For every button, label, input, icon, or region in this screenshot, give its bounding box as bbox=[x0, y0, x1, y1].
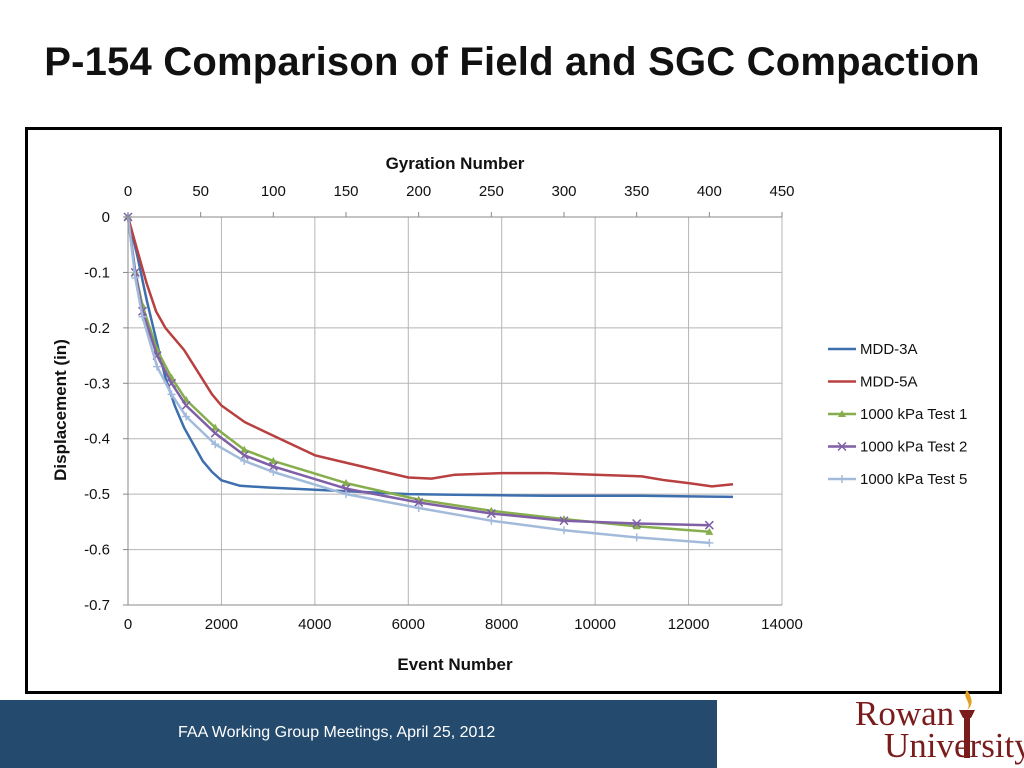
series-marker bbox=[559, 516, 569, 526]
x-tick-label: 14000 bbox=[761, 616, 803, 633]
series-marker bbox=[705, 527, 714, 535]
series-marker bbox=[414, 497, 424, 507]
series-marker bbox=[210, 428, 220, 438]
series-marker bbox=[182, 412, 191, 421]
y-tick-label: -0.7 bbox=[84, 597, 110, 614]
series-marker bbox=[211, 423, 220, 431]
series-marker bbox=[342, 490, 350, 499]
y-tick-label: -0.5 bbox=[84, 486, 110, 503]
series-marker bbox=[837, 441, 847, 452]
x2-tick-label: 400 bbox=[697, 183, 722, 200]
series-marker bbox=[131, 273, 140, 282]
x-tick-label: 0 bbox=[124, 616, 132, 633]
series-2 bbox=[126, 216, 734, 488]
legend-entry: MDD-5A bbox=[828, 374, 918, 391]
series-marker bbox=[632, 533, 641, 542]
x2-tick-label: 350 bbox=[624, 183, 649, 200]
x-axis-title: Event Number bbox=[397, 655, 513, 674]
legend-entry: 1000 kPa Test 5 bbox=[828, 471, 967, 488]
x-tick-label: 10000 bbox=[574, 616, 616, 633]
series-marker bbox=[342, 479, 350, 487]
series-line bbox=[126, 216, 734, 499]
x2-tick-label: 50 bbox=[192, 183, 209, 200]
x-tick-label: 6000 bbox=[392, 616, 425, 633]
series-marker bbox=[211, 440, 220, 449]
x2-tick-label: 150 bbox=[333, 183, 358, 200]
y-tick-label: -0.3 bbox=[84, 375, 110, 392]
series-marker bbox=[138, 312, 147, 321]
series-marker bbox=[240, 445, 249, 453]
x-tick-label: 8000 bbox=[485, 616, 518, 633]
series-marker bbox=[838, 410, 846, 417]
y-tick-label: 0 bbox=[102, 209, 110, 226]
x-tick-label: 4000 bbox=[298, 616, 331, 633]
series-line bbox=[126, 216, 734, 488]
series-marker bbox=[414, 504, 423, 512]
x-tick-label: 12000 bbox=[668, 616, 710, 633]
x2-tick-label: 0 bbox=[124, 183, 132, 200]
legend-label: MDD-5A bbox=[860, 374, 918, 391]
series-marker bbox=[269, 456, 278, 464]
logo-line-1: Rowan bbox=[855, 694, 955, 733]
x2-tick-label: 100 bbox=[261, 183, 286, 200]
y-axis-title: Displacement (in) bbox=[51, 339, 70, 481]
series-marker bbox=[268, 461, 278, 471]
series-1 bbox=[126, 216, 734, 499]
legend-entry: 1000 kPa Test 1 bbox=[828, 406, 967, 423]
chart-frame: 0 2000 4000 6000 8000 10000 12000 14000 0 -0.1 -0.… bbox=[25, 127, 1002, 694]
slide-title: P-154 Comparison of Field and SGC Compac… bbox=[44, 40, 980, 84]
legend-label: 1000 kPa Test 5 bbox=[860, 471, 967, 488]
x2-tick-label: 250 bbox=[479, 183, 504, 200]
x2-tick-label: 200 bbox=[406, 183, 431, 200]
series-marker bbox=[167, 378, 177, 388]
series-marker bbox=[560, 526, 568, 535]
legend-label: 1000 kPa Test 1 bbox=[860, 406, 967, 423]
series-marker bbox=[838, 475, 846, 483]
series-marker bbox=[181, 400, 191, 410]
series-marker bbox=[341, 484, 351, 494]
series-marker bbox=[240, 456, 249, 465]
y-tick-label: -0.4 bbox=[84, 431, 110, 448]
y-tick-label: -0.2 bbox=[84, 320, 110, 337]
legend-entry: MDD-3A bbox=[828, 341, 918, 358]
gridlines bbox=[127, 216, 783, 606]
legend: MDD-3A MDD-5A 1000 kPa Test 1 1000 kPa Test… bbox=[828, 341, 967, 488]
x2-tick-label: 450 bbox=[769, 183, 794, 200]
university-logo: Rowan University bbox=[850, 688, 1024, 768]
legend-entry: 1000 kPa Test 2 bbox=[828, 439, 967, 456]
series-marker bbox=[705, 538, 714, 547]
series-marker bbox=[153, 362, 162, 371]
series-marker bbox=[632, 522, 641, 530]
footer-bar: FAA Working Group Meetings, April 25, 20… bbox=[0, 700, 717, 768]
series-line bbox=[126, 216, 710, 534]
y-tick-label: -0.1 bbox=[84, 264, 110, 281]
series-marker bbox=[167, 390, 176, 399]
series-4 bbox=[123, 212, 714, 530]
legend-label: 1000 kPa Test 2 bbox=[860, 439, 967, 456]
x-tick-label: 2000 bbox=[205, 616, 238, 633]
x2-tick-label: 300 bbox=[551, 183, 576, 200]
series-3 bbox=[124, 213, 714, 535]
logo-line-2: University bbox=[884, 726, 1024, 765]
series-lines bbox=[123, 212, 734, 547]
line-chart: 0 2000 4000 6000 8000 10000 12000 140000-0.1-0.… bbox=[51, 154, 967, 674]
series-marker bbox=[486, 509, 496, 519]
series-marker bbox=[487, 516, 496, 525]
torch-icon bbox=[959, 690, 975, 758]
footer-text: FAA Working Group Meetings, April 25, 20… bbox=[178, 724, 496, 741]
series-marker bbox=[269, 467, 278, 476]
legend-label: MDD-3A bbox=[860, 341, 918, 358]
y-tick-label: -0.6 bbox=[84, 542, 110, 559]
series-5 bbox=[124, 213, 714, 547]
series-marker bbox=[632, 518, 642, 529]
series-marker bbox=[704, 520, 714, 530]
axes: 0 2000 4000 6000 8000 10000 12000 140000-0.1-0.… bbox=[84, 183, 803, 633]
x2-axis-title: Gyration Number bbox=[386, 154, 525, 173]
